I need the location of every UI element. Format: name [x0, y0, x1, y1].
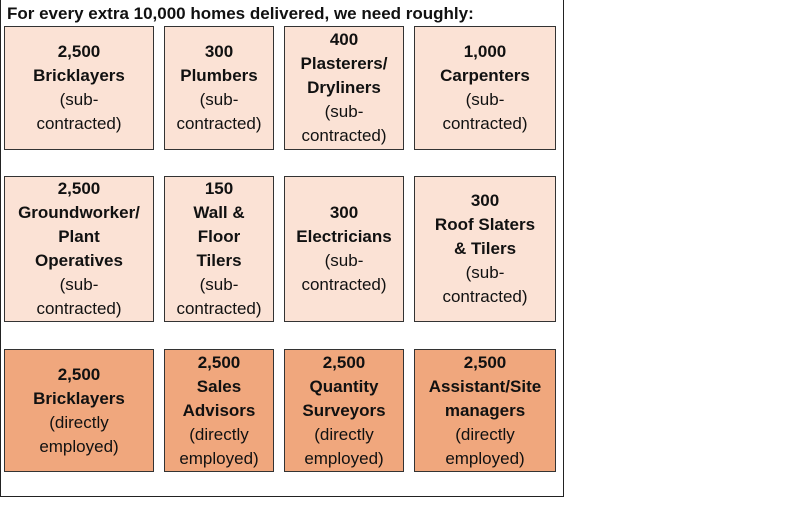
count: 150: [204, 179, 234, 198]
count: 400: [329, 30, 359, 49]
role-line: Carpenters: [440, 66, 530, 85]
count: 2,500: [57, 364, 101, 384]
role-line: Electricians: [296, 227, 392, 246]
role-line: & Tilers: [453, 239, 517, 258]
note-line: contracted): [176, 299, 262, 318]
note-line: employed): [179, 448, 259, 468]
note-line: contracted): [176, 114, 262, 133]
role-line: Operatives: [35, 251, 123, 270]
note-line: (directly: [314, 424, 374, 444]
role-line: Bricklayers: [33, 66, 125, 85]
role-box: 2,500 Bricklayers (sub-contracted): [4, 26, 154, 150]
role-box: 2,500 Quantity Surveyors (directly employed): [284, 349, 404, 472]
note-line: (sub-: [199, 90, 239, 109]
count: 2,500: [463, 352, 507, 372]
count: 1,000: [463, 42, 507, 61]
count: 300: [204, 42, 234, 61]
role-line: Surveyors: [302, 400, 386, 420]
role-line: managers: [444, 400, 526, 420]
role-box: 300 Plumbers (sub-contracted): [164, 26, 274, 150]
note-line: employed): [445, 448, 525, 468]
role-box: 2,500 Assistant/Site managers (directly empl…: [414, 349, 556, 472]
role-line: Advisors: [182, 400, 256, 420]
note-line: (directly: [455, 424, 515, 444]
note-line: contracted): [442, 287, 528, 306]
note-line: contracted): [301, 126, 387, 145]
note-line: contracted): [36, 299, 122, 318]
role-box: 400 Plasterers/Dryliners (sub-contracted): [284, 26, 404, 150]
role-line: Tilers: [196, 251, 242, 270]
note-line: contracted): [301, 275, 387, 294]
note-line: employed): [39, 436, 119, 456]
role-box: 2,500 Sales Advisors (directly employed): [164, 349, 274, 472]
role-box: 150 Wall & Floor Tilers (sub-contracted): [164, 176, 274, 322]
note-line: (directly: [189, 424, 249, 444]
count: 2,500: [197, 352, 241, 372]
title: For every extra 10,000 homes delivered, …: [7, 4, 474, 23]
note-line: contracted): [36, 114, 122, 133]
role-line: Plasterers/: [300, 54, 388, 73]
role-line: Quantity: [309, 376, 379, 396]
role-line: Dryliners: [307, 78, 381, 97]
note-line: (sub-: [324, 102, 364, 121]
role-line: Roof Slaters: [434, 215, 536, 234]
role-box: 1,000 Carpenters (sub-contracted): [414, 26, 556, 150]
role-line: Groundworker/: [18, 203, 140, 222]
note-line: (sub-: [465, 90, 505, 109]
note-line: (sub-: [465, 263, 505, 282]
note-line: employed): [304, 448, 384, 468]
role-box: 2,500 Groundworker/Plant Operatives (sub-co…: [4, 176, 154, 322]
count: 300: [470, 191, 500, 210]
role-box: 300 Electricians (sub-contracted): [284, 176, 404, 322]
count: 2,500: [322, 352, 366, 372]
frame: For every extra 10,000 homes delivered, …: [0, 0, 564, 497]
role-line: Floor: [197, 227, 241, 246]
note-line: (sub-: [199, 275, 239, 294]
note-line: (sub-: [59, 275, 99, 294]
note-line: (directly: [49, 412, 109, 432]
role-line: Plumbers: [180, 66, 258, 85]
note-line: (sub-: [324, 251, 364, 270]
role-box: 2,500 Bricklayers (directly employed): [4, 349, 154, 472]
role-line: Bricklayers: [33, 388, 125, 408]
role-line: Wall &: [193, 203, 245, 222]
count: 300: [329, 203, 359, 222]
role-line: Sales: [196, 376, 242, 396]
note-line: contracted): [442, 114, 528, 133]
role-line: Assistant/Site: [428, 376, 542, 396]
count: 2,500: [57, 179, 101, 198]
role-box: 300 Roof Slaters & Tilers (sub-contracted): [414, 176, 556, 322]
role-line: Plant: [58, 227, 100, 246]
note-line: (sub-: [59, 90, 99, 109]
count: 2,500: [57, 42, 101, 61]
